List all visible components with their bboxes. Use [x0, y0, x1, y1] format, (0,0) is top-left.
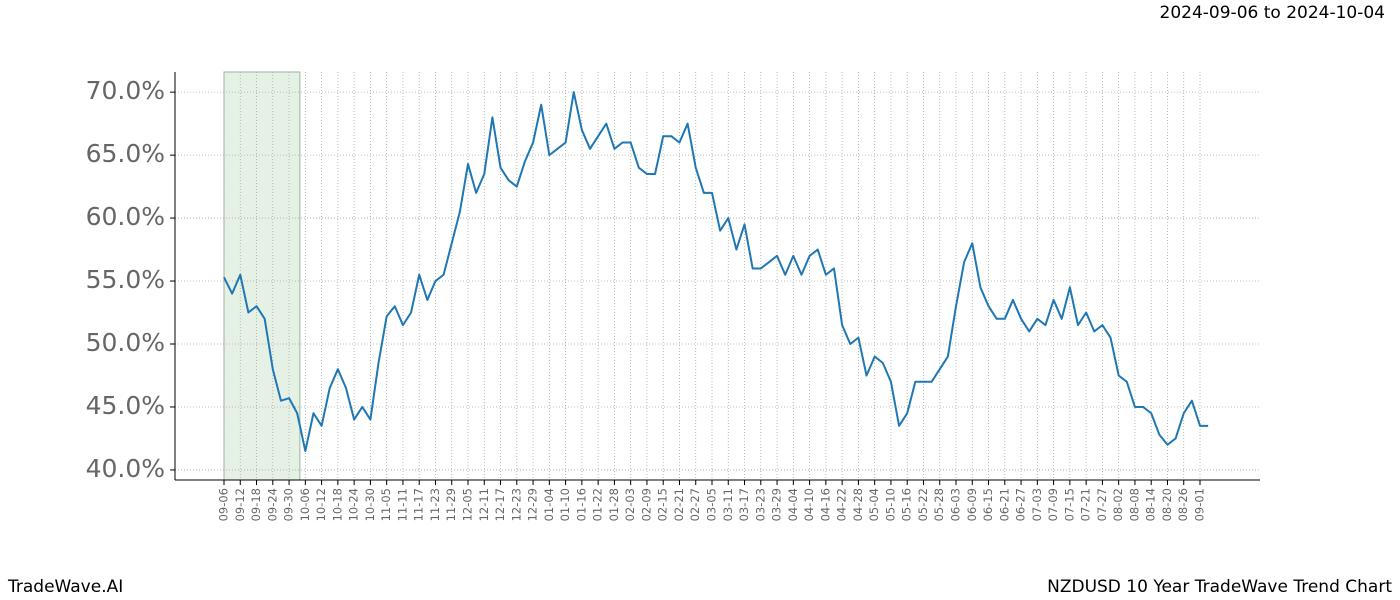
x-tick-label: 08-14: [1144, 488, 1158, 521]
x-tick-label: 01-04: [542, 488, 556, 521]
x-tick-label: 03-29: [770, 488, 784, 521]
x-tick-label: 01-28: [607, 488, 621, 521]
x-tick-label: 11-29: [444, 488, 458, 521]
y-tick-label: 55.0%: [86, 265, 165, 294]
x-tick-label: 07-27: [1095, 488, 1109, 521]
x-tick-label: 08-08: [1127, 488, 1141, 521]
x-tick-label: 01-10: [558, 488, 572, 521]
x-tick-label: 02-27: [688, 488, 702, 521]
x-tick-label: 12-11: [477, 488, 491, 521]
x-tick-label: 05-10: [883, 488, 897, 521]
x-tick-label: 09-01: [1193, 488, 1207, 521]
x-tick-label: 09-12: [233, 488, 247, 521]
footer-right: NZDUSD 10 Year TradeWave Trend Chart: [1047, 577, 1392, 597]
y-tick-label: 50.0%: [86, 328, 165, 357]
x-tick-label: 03-05: [705, 488, 719, 521]
x-tick-label: 08-20: [1160, 488, 1174, 521]
x-tick-label: 09-24: [265, 488, 279, 521]
x-tick-label: 05-04: [867, 488, 881, 521]
x-tick-label: 07-21: [1079, 488, 1093, 521]
x-tick-label: 04-22: [835, 488, 849, 521]
x-tick-label: 09-18: [249, 488, 263, 521]
y-tick-label: 70.0%: [86, 76, 165, 105]
x-tick-label: 09-30: [282, 488, 296, 521]
x-tick-label: 07-09: [1046, 488, 1060, 521]
x-tick-label: 02-21: [672, 488, 686, 521]
x-tick-label: 05-22: [916, 488, 930, 521]
x-tick-label: 04-28: [851, 488, 865, 521]
y-tick-label: 45.0%: [86, 391, 165, 420]
x-tick-label: 09-06: [217, 488, 231, 521]
x-tick-label: 08-02: [1111, 488, 1125, 521]
x-tick-label: 05-16: [900, 488, 914, 521]
x-tick-label: 03-11: [721, 488, 735, 521]
x-tick-label: 04-04: [786, 488, 800, 521]
y-tick-label: 40.0%: [86, 454, 165, 483]
x-tick-label: 06-21: [997, 488, 1011, 521]
x-tick-label: 06-09: [965, 488, 979, 521]
x-tick-label: 11-05: [379, 488, 393, 521]
x-tick-label: 10-30: [363, 488, 377, 521]
x-tick-label: 08-26: [1176, 488, 1190, 521]
chart-subtitle: 2024-09-06 to 2024-10-04: [1160, 3, 1385, 23]
x-tick-label: 12-05: [461, 488, 475, 521]
x-tick-label: 01-22: [591, 488, 605, 521]
x-tick-label: 03-23: [753, 488, 767, 521]
x-tick-label: 10-12: [314, 488, 328, 521]
footer-left: TradeWave.AI: [7, 577, 123, 597]
x-tick-label: 12-17: [493, 488, 507, 521]
x-tick-label: 11-17: [412, 488, 426, 521]
x-tick-label: 11-23: [428, 488, 442, 521]
x-tick-label: 04-10: [802, 488, 816, 521]
x-tick-label: 02-15: [656, 488, 670, 521]
x-tick-label: 10-24: [347, 488, 361, 521]
x-tick-label: 05-28: [932, 488, 946, 521]
highlight-band: [223, 71, 301, 481]
x-tick-label: 03-17: [737, 488, 751, 521]
x-tick-label: 06-03: [949, 488, 963, 521]
x-tick-label: 06-15: [981, 488, 995, 521]
x-tick-label: 11-11: [395, 488, 409, 521]
x-tick-label: 07-15: [1062, 488, 1076, 521]
x-tick-label: 07-03: [1030, 488, 1044, 521]
x-tick-label: 10-18: [330, 488, 344, 521]
x-tick-label: 10-06: [298, 488, 312, 521]
y-tick-label: 65.0%: [86, 139, 165, 168]
x-tick-label: 02-03: [623, 488, 637, 521]
x-tick-label: 04-16: [818, 488, 832, 521]
x-tick-label: 06-27: [1014, 488, 1028, 521]
x-tick-label: 12-23: [509, 488, 523, 521]
x-tick-label: 01-16: [574, 488, 588, 521]
line: [223, 91, 1209, 453]
y-tick-label: 60.0%: [86, 202, 165, 231]
x-tick-label: 12-29: [526, 488, 540, 521]
x-tick-label: 02-09: [639, 488, 653, 521]
